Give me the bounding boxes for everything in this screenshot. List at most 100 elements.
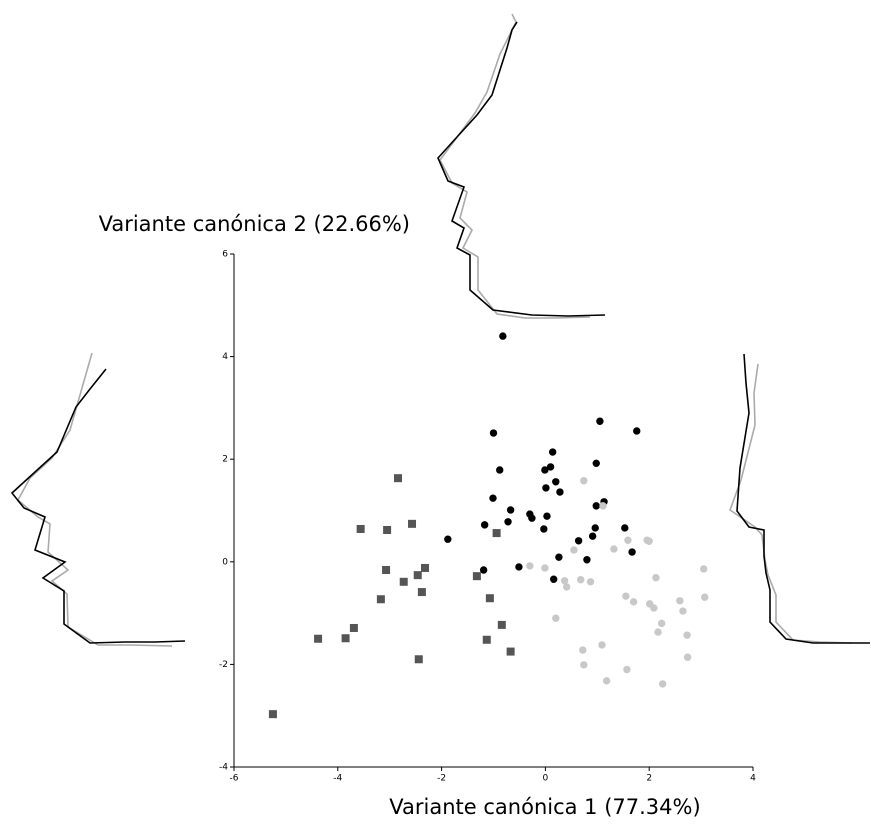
point [610, 545, 618, 553]
point [489, 429, 498, 437]
point [542, 484, 550, 492]
point [574, 537, 583, 545]
point [497, 620, 506, 629]
x-tick-label: 4 [750, 774, 756, 784]
shape-insets [10, 13, 870, 647]
y-tick-label: 6 [222, 250, 228, 260]
point [420, 563, 429, 572]
inset-right-black [736, 353, 870, 644]
point [556, 488, 564, 496]
point [383, 525, 392, 534]
point [506, 506, 515, 514]
y-tick-label: 0 [222, 557, 228, 567]
inset-left-gray [16, 352, 173, 647]
point [496, 466, 504, 474]
point [376, 595, 385, 604]
x-tick-label: 2 [646, 774, 652, 784]
inset-top-gray [439, 13, 591, 319]
point [540, 525, 548, 533]
point [548, 448, 557, 456]
point [506, 647, 515, 656]
point [552, 478, 560, 486]
point [546, 463, 555, 471]
point [382, 566, 391, 575]
point [591, 524, 599, 532]
point [599, 502, 607, 510]
point [562, 583, 571, 591]
point [699, 565, 708, 573]
point [543, 512, 551, 520]
point [645, 537, 653, 545]
point [596, 417, 604, 425]
x-tick-label: -6 [230, 774, 239, 784]
point [570, 546, 578, 554]
point [499, 332, 507, 340]
point [598, 641, 606, 649]
point [394, 474, 403, 483]
point [657, 619, 666, 628]
point [444, 535, 452, 543]
point [602, 677, 611, 685]
point [683, 653, 692, 661]
point [624, 536, 632, 544]
point [480, 521, 489, 529]
point [417, 588, 426, 597]
point [492, 529, 501, 538]
point [408, 519, 417, 528]
point [472, 572, 481, 581]
point [479, 566, 488, 574]
point [628, 548, 636, 556]
point [621, 524, 629, 532]
point [701, 593, 709, 601]
point [683, 631, 691, 639]
point [268, 710, 277, 719]
point [583, 556, 591, 564]
x-tick-label: -4 [333, 774, 342, 784]
point [586, 578, 595, 586]
point [489, 494, 497, 502]
point [550, 575, 558, 583]
point [650, 604, 658, 612]
point [622, 592, 630, 600]
point [676, 597, 684, 605]
point [504, 518, 512, 526]
point [658, 680, 667, 688]
point [652, 574, 660, 582]
point [623, 665, 631, 674]
point [541, 466, 549, 474]
point [633, 427, 641, 435]
y-tick-label: 4 [222, 352, 228, 362]
point [356, 524, 365, 533]
point [555, 553, 563, 561]
y-axis-title: Variante canónica 2 (22.66%) [99, 212, 410, 236]
point [341, 634, 350, 643]
point [679, 607, 687, 615]
point [588, 532, 597, 540]
x-tick-label: -2 [437, 774, 446, 784]
x-tick-label: 0 [543, 774, 549, 784]
point [414, 655, 423, 664]
point [526, 562, 534, 570]
point [629, 598, 638, 606]
y-tick-label: -4 [219, 763, 228, 773]
point [580, 661, 588, 669]
point [482, 635, 491, 644]
point [314, 634, 323, 643]
x-axis-title: Variante canónica 1 (77.34%) [389, 795, 700, 819]
point [485, 594, 494, 603]
y-tick-label: 2 [222, 455, 228, 465]
point [580, 477, 588, 485]
point [349, 623, 358, 632]
point [413, 571, 422, 580]
point [541, 564, 549, 572]
point [592, 502, 600, 510]
point [552, 614, 560, 622]
point [515, 563, 523, 571]
point [576, 576, 585, 584]
point [560, 577, 569, 585]
y-tick-label: -2 [219, 660, 228, 670]
point [592, 459, 600, 468]
point [528, 514, 536, 522]
inset-top-black [437, 21, 606, 317]
